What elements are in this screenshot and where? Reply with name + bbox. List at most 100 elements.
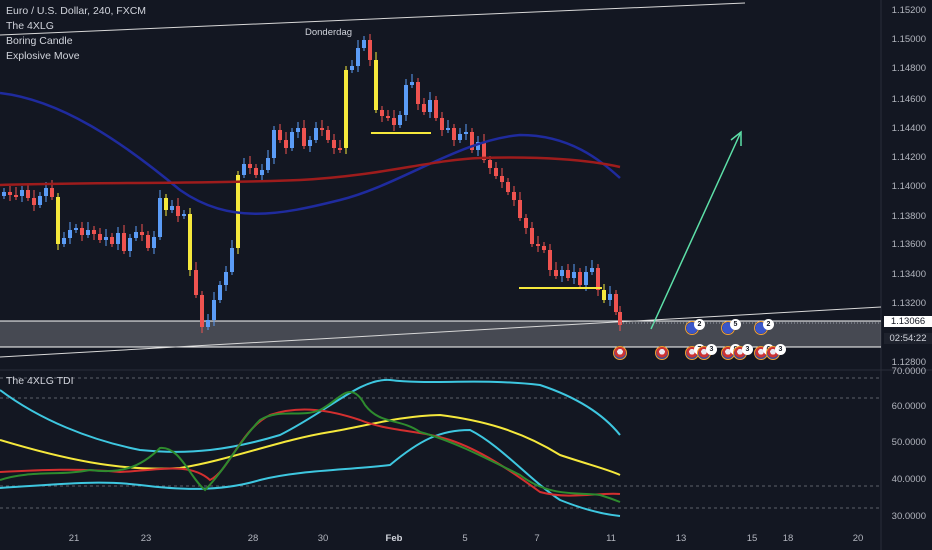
tdi-signal-line[interactable] [0, 413, 621, 476]
candle [104, 237, 108, 240]
candle [92, 230, 96, 234]
candle [32, 198, 36, 205]
candle [536, 244, 540, 246]
candle [530, 228, 534, 244]
candle [482, 142, 486, 160]
price-tick-label: 1.14200 [891, 152, 926, 163]
candle [494, 168, 498, 176]
candle [14, 195, 18, 197]
tdi-tick-label: 50.0000 [891, 437, 926, 448]
date-tick-label: 7 [534, 533, 540, 544]
candle [602, 290, 606, 300]
candle [440, 118, 444, 130]
tdi-grid [0, 377, 880, 509]
candle [488, 160, 492, 168]
indicator-label[interactable]: Boring Candle [6, 35, 73, 47]
candle [44, 188, 48, 196]
date-tick-label: 11 [606, 533, 616, 544]
candle [356, 48, 360, 66]
indicator-label[interactable]: Explosive Move [6, 50, 80, 62]
candle [332, 140, 336, 148]
ma-fast-line[interactable] [0, 91, 621, 215]
candle [470, 132, 474, 150]
candle [248, 164, 252, 168]
candle [326, 130, 330, 140]
tdi-title[interactable]: The 4XLG TDI [6, 375, 74, 387]
candle [344, 70, 348, 148]
candle [476, 142, 480, 150]
candle [188, 214, 192, 270]
tdi-rsi-line[interactable] [0, 408, 621, 497]
trendline-lower[interactable] [0, 306, 882, 358]
candle [86, 230, 90, 235]
eu-event-icon[interactable]: 2 [754, 319, 774, 335]
candle [608, 294, 612, 300]
candle [518, 200, 522, 218]
eu-event-icon[interactable]: 5 [721, 319, 741, 335]
projection-arrow[interactable] [650, 130, 742, 330]
candle [380, 110, 384, 116]
date-tick-label: 5 [462, 533, 468, 544]
chart-legend[interactable]: Euro / U.S. Dollar, 240, FXCM The 4XLG B… [6, 4, 146, 64]
date-tick-label: 23 [140, 533, 152, 544]
candle [362, 40, 366, 48]
ma-slow-line[interactable] [0, 156, 621, 187]
candle [596, 268, 600, 290]
us-event-icon[interactable]: 3 [766, 344, 786, 360]
candle [386, 116, 390, 118]
date-tick-label: 18 [782, 533, 794, 544]
eu-event-icon[interactable]: 2 [685, 319, 705, 335]
candle [152, 237, 156, 248]
candle [158, 198, 162, 237]
indicator-label[interactable]: The 4XLG [6, 20, 54, 32]
tdi-lower-band[interactable] [0, 428, 621, 517]
candle [464, 132, 468, 134]
price-tick-label: 1.14600 [891, 94, 926, 105]
candle [554, 270, 558, 276]
tdi-tick-label: 40.0000 [891, 474, 926, 485]
candle [410, 82, 414, 85]
support-zone[interactable] [0, 321, 881, 347]
candle [512, 192, 516, 200]
annotation-donderdag: Donderdag [305, 27, 353, 38]
candle [590, 268, 594, 272]
candle [422, 104, 426, 112]
candle [416, 82, 420, 104]
candle [350, 66, 354, 70]
price-tick-label: 1.15000 [891, 34, 926, 45]
date-tick-label: Feb [385, 533, 403, 544]
us-event-icon[interactable] [613, 346, 627, 360]
candle [500, 176, 504, 182]
date-tick-label: 15 [746, 533, 758, 544]
candle [230, 248, 234, 272]
trendline-upper[interactable] [0, 2, 746, 36]
tdi-upper-band[interactable] [0, 378, 621, 453]
candle [548, 250, 552, 270]
us-event-icon[interactable] [655, 346, 669, 360]
candle [296, 128, 300, 132]
candle [266, 158, 270, 170]
candle [618, 312, 622, 325]
candle [566, 270, 570, 278]
us-event-icon[interactable]: 3 [733, 344, 753, 360]
candle [212, 300, 216, 320]
tdi-tick-label: 60.0000 [891, 401, 926, 412]
candle [68, 230, 72, 238]
date-tick-label: 28 [247, 533, 259, 544]
current-price-tag: 1.13066 [884, 316, 932, 327]
candle [194, 270, 198, 295]
candle [134, 232, 138, 238]
candle [506, 182, 510, 192]
us-event-icon[interactable]: 3 [697, 344, 717, 360]
candle [50, 188, 54, 197]
candle [218, 285, 222, 300]
symbol-title[interactable]: Euro / U.S. Dollar, 240, FXCM [6, 5, 147, 17]
candle [122, 233, 126, 251]
candle [176, 206, 180, 216]
candle [368, 40, 372, 60]
price-tick-label: 1.13200 [891, 298, 926, 309]
candle [584, 272, 588, 285]
tdi-price-line[interactable] [0, 391, 621, 503]
candle [290, 132, 294, 148]
